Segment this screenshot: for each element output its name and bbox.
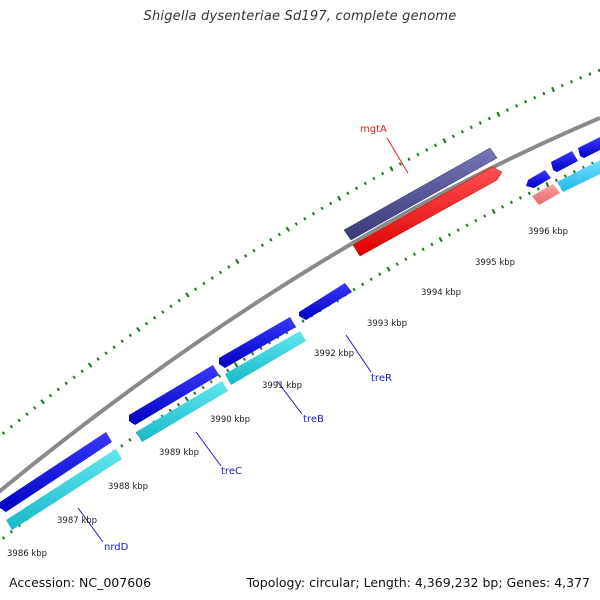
gene-mgtA-top[interactable]: [343, 147, 498, 241]
treB-leader: [276, 380, 303, 415]
genome-backbone: [0, 116, 600, 494]
gene-upper-right-pink[interactable]: [532, 184, 560, 205]
gene-upper-right-3[interactable]: [578, 137, 600, 158]
genome-summary-text: Topology: circular; Length: 4,369,232 bp…: [246, 575, 590, 590]
inner-tick-ring: [0, 158, 600, 543]
gene-label-treC[interactable]: treC: [221, 466, 242, 477]
map-title: Shigella dysenteriae Sd197, complete gen…: [143, 9, 457, 24]
gene-label-treB[interactable]: treB: [303, 414, 324, 425]
gene-treC-bottom[interactable]: [136, 381, 228, 442]
outer-tick-ring: [0, 68, 600, 438]
gene-upper-right-2[interactable]: [551, 151, 578, 172]
gene-treB-bottom[interactable]: [225, 331, 306, 385]
gene-label-nrdD[interactable]: nrdD: [104, 542, 129, 553]
gene-label-mgtA[interactable]: mgtA: [360, 124, 387, 135]
accession-text: Accession: NC_007606: [9, 575, 152, 590]
scale-label: 3989 kbp: [159, 448, 199, 458]
gene-treB-top[interactable]: [219, 317, 296, 368]
scale-label: 3996 kbp: [528, 227, 568, 237]
scale-label: 3987 kbp: [57, 516, 97, 526]
nrdD-leader: [77, 507, 104, 543]
gene-treR[interactable]: [299, 283, 352, 320]
scale-label: 3993 kbp: [367, 319, 407, 329]
scale-label: 3990 kbp: [210, 415, 250, 425]
scale-label: 3988 kbp: [108, 482, 148, 492]
treC-leader: [195, 431, 222, 467]
scale-label: 3992 kbp: [314, 349, 354, 359]
gene-mgtA-bottom[interactable]: [352, 166, 503, 257]
scale-label: 3994 kbp: [421, 288, 461, 298]
inner-major-ticks: [0, 157, 600, 545]
scale-label: 3986 kbp: [7, 549, 47, 559]
gene-label-treR[interactable]: treR: [371, 373, 392, 384]
treR-leader: [345, 334, 372, 373]
gene-treC-top[interactable]: [129, 365, 219, 425]
gene-nrdD-top[interactable]: [0, 432, 112, 512]
gene-upper-right-4[interactable]: [557, 160, 600, 192]
scale-label: 3995 kbp: [475, 258, 515, 268]
gene-nrdD-bottom[interactable]: [6, 449, 122, 530]
gene-upper-right-1[interactable]: [526, 170, 551, 188]
scale-label: 3991 kbp: [262, 381, 302, 391]
mgtA-leader: [386, 137, 409, 174]
